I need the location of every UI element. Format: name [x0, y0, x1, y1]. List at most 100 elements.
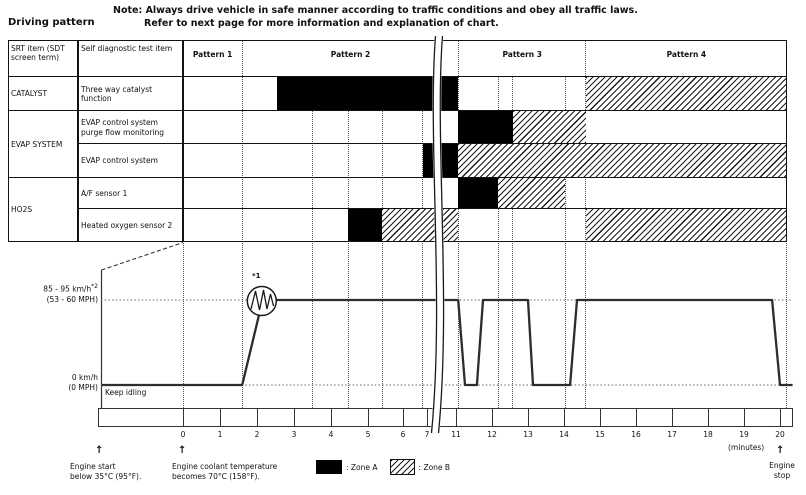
time-guide-line: [458, 40, 460, 408]
page-title: Driving pattern: [8, 17, 95, 28]
quick-acceleration-zigzag: [250, 289, 275, 311]
zoom-connector-line: [101, 241, 184, 271]
note-line1: Note: Always drive vehicle in safe manne…: [113, 5, 638, 16]
table-border-line: [78, 208, 787, 210]
axis-tick: [403, 409, 404, 427]
coolant-annotation: Engine coolant temperature becomes 70°C …: [172, 462, 278, 481]
zone-b-bar: [585, 77, 788, 111]
up-arrow-icon: ↑: [178, 445, 187, 456]
note-prefix: Note:: [113, 5, 143, 16]
zone-a-bar: [276, 77, 459, 111]
srt-group-label: EVAP SYSTEM: [11, 139, 63, 149]
axis-tick: [600, 409, 601, 427]
zone-b-bar: [512, 111, 586, 144]
col-header-srt-item: SRT item (SDT screen term): [11, 44, 65, 63]
up-arrow-icon: ↑: [95, 445, 104, 456]
axis-tick: [427, 409, 428, 427]
time-guide-line: [564, 77, 566, 408]
axis-tick-label: 6: [400, 430, 406, 439]
time-guide-line: [421, 77, 423, 408]
zone-a-bar: [423, 144, 459, 178]
table-border-line: [8, 176, 787, 179]
axis-tick-label: 12: [487, 430, 497, 439]
axis-tick: [672, 409, 673, 427]
table-border-line: [8, 240, 787, 243]
diagnostic-item-label: Three way catalyst function: [81, 84, 153, 103]
axis-tick: [456, 409, 457, 427]
axis-tick-label: 16: [631, 430, 641, 439]
axis-tick-label: 1: [217, 430, 223, 439]
diagnostic-item-label: Heated oxygen sensor 2: [81, 220, 173, 230]
keep-idling-label: Keep idling: [105, 388, 147, 397]
axis-tick-label: 15: [595, 430, 605, 439]
time-guide-line: [312, 77, 313, 408]
zone-b-bar: [585, 209, 788, 242]
time-axis-strip: [98, 408, 793, 427]
time-guide-line: [512, 77, 514, 408]
minutes-unit-label: (minutes): [728, 443, 765, 452]
srt-group-label: HO2S: [11, 205, 33, 215]
table-border-line: [78, 143, 787, 145]
axis-tick-label: 14: [559, 430, 569, 439]
pattern-header: Pattern 3: [502, 50, 542, 59]
axis-tick-label: 19: [739, 430, 749, 439]
axis-tick: [183, 409, 184, 427]
footnote-2-marker: *2: [91, 283, 98, 290]
zone-b-swatch: [389, 459, 415, 475]
srt-group-label: CATALYST: [11, 89, 48, 99]
zone-b-bar: [382, 209, 459, 242]
axis-tick: [744, 409, 745, 427]
pattern-header: Pattern 4: [666, 50, 707, 59]
axis-tick-label: 17: [667, 430, 677, 439]
axis-tick-label: 13: [523, 430, 533, 439]
table-border-line: [182, 40, 184, 242]
time-guide-line: [182, 243, 184, 408]
time-guide-line: [786, 243, 788, 408]
axis-tick: [708, 409, 709, 427]
speed-zero-label: 0 km/h (0 MPH): [68, 373, 98, 392]
axis-tick: [368, 409, 369, 427]
zone-b-bar: [498, 178, 566, 209]
zone-b-bar: [458, 144, 788, 178]
axis-tick-label: 4: [328, 430, 334, 439]
table-border-line: [785, 40, 787, 242]
time-guide-line: [241, 40, 243, 408]
axis-tick: [257, 409, 258, 427]
zone-legend: : Zone A : Zone B: [316, 459, 450, 475]
pattern-header: Pattern 2: [330, 50, 371, 59]
axis-tick-label: 2: [254, 430, 260, 439]
time-guide-line: [381, 77, 383, 408]
up-arrow-icon: ↑: [776, 445, 785, 456]
time-guide-line: [347, 77, 349, 408]
accel-footnote-marker: *1: [252, 272, 261, 280]
axis-tick: [528, 409, 529, 427]
pattern-header: Pattern 1: [192, 50, 233, 59]
engine-stop-annotation: Engine stop: [769, 461, 795, 480]
table-border-line: [77, 40, 79, 242]
diagnostic-item-label: A/F sensor 1: [81, 188, 128, 198]
axis-tick-label: 7: [424, 430, 430, 439]
axis-tick-label: 5: [365, 430, 371, 439]
vehicle-speed-curve: [101, 298, 793, 387]
axis-tick: [564, 409, 565, 427]
axis-tick-label: 20: [775, 430, 785, 439]
axis-tick-label: 0: [180, 430, 186, 439]
zone-a-label: : Zone A: [346, 462, 378, 472]
zone-b-label: : Zone B: [418, 462, 451, 472]
col-header-diagnostic-item: Self diagnostic test item: [81, 44, 173, 53]
speed-high-label: 85 - 95 km/h*2 (53 - 60 MPH): [43, 283, 98, 304]
time-guide-line: [497, 77, 499, 408]
note-line2: Refer to next page for more information …: [144, 17, 499, 29]
table-border-line: [8, 109, 787, 112]
zone-a-swatch: [316, 460, 342, 474]
axis-tick: [780, 409, 781, 427]
axis-tick: [636, 409, 637, 427]
diagnostic-item-label: EVAP control system purge flow monitorin…: [81, 118, 164, 137]
zone-a-bar: [458, 111, 513, 144]
table-border-line: [8, 75, 787, 77]
zone-a-bar: [458, 178, 499, 209]
engine-start-annotation: Engine start below 35°C (95°F).: [70, 462, 142, 481]
axis-tick: [220, 409, 221, 427]
axis-tick-label: 3: [291, 430, 297, 439]
note-text: Note: Always drive vehicle in safe manne…: [113, 5, 638, 31]
